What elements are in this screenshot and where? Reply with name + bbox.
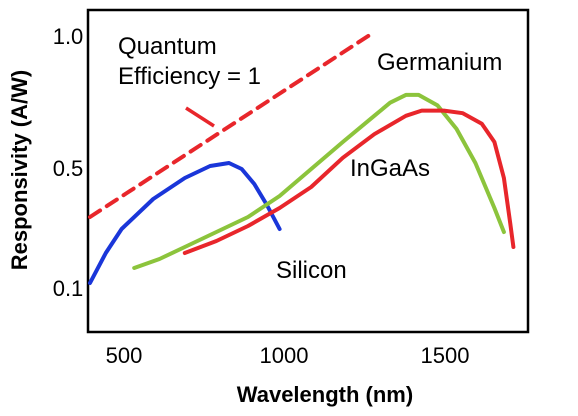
x-tick-label-2: 1500: [421, 343, 470, 368]
qe-pointer: [185, 106, 215, 128]
series-line-quantum-efficiency-1: [88, 30, 377, 219]
x-tick-label-1: 1000: [260, 343, 309, 368]
plot-frame: [86, 8, 530, 334]
y-axis-title: Responsivity (A/W): [7, 70, 32, 270]
annotation-germanium: Germanium: [377, 49, 502, 76]
series-line-germanium: [132, 92, 506, 270]
series-layer: [88, 30, 516, 285]
x-tick-label-0: 500: [106, 343, 143, 368]
annotation-ingaas: InGaAs: [350, 155, 430, 182]
y-tick-label-1: 0.5: [53, 156, 84, 181]
y-tick-label-0: 0.1: [53, 276, 84, 301]
annotation-qe-line1: Quantum: [118, 33, 217, 60]
annotation-qe-line2: Efficiency = 1: [118, 63, 261, 90]
series-line-ingaas: [182, 108, 516, 255]
annotation-silicon: Silicon: [276, 257, 347, 284]
y-tick-label-2: 1.0: [53, 24, 84, 49]
x-axis-title: Wavelength (nm): [237, 382, 413, 407]
series-line-silicon: [88, 161, 282, 285]
